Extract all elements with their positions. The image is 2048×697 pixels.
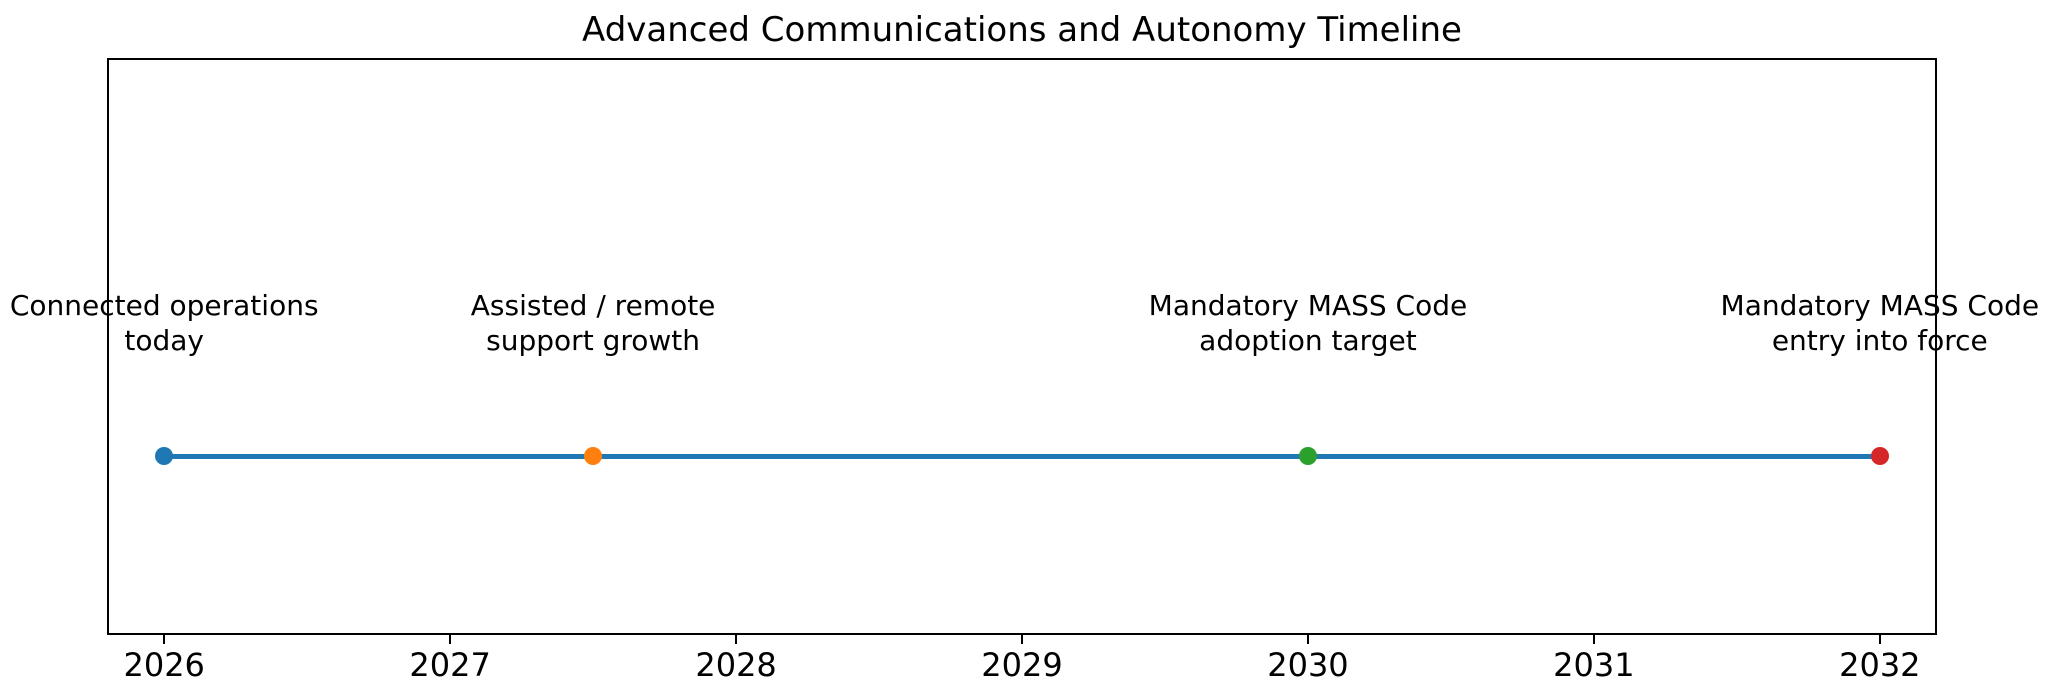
event-label-line: entry into force [1771, 324, 1988, 357]
chart-title: Advanced Communications and Autonomy Tim… [582, 10, 1462, 50]
event-label: Mandatory MASS Code adoption target [1149, 288, 1468, 358]
x-tick-label: 2027 [409, 646, 491, 684]
event-label-line: today [124, 324, 204, 357]
x-tick-mark [735, 635, 738, 644]
x-tick-mark [1306, 635, 1309, 644]
event-label: Assisted / remote support growth [471, 288, 716, 358]
x-tick-mark [1592, 635, 1595, 644]
timeline-point [1298, 447, 1317, 465]
event-label-line: support growth [486, 324, 700, 357]
event-label: Mandatory MASS Code entry into force [1721, 288, 2040, 358]
x-tick-label: 2032 [1839, 646, 1921, 684]
plot-area [107, 58, 1937, 635]
event-label-line: Mandatory MASS Code [1720, 289, 2040, 322]
timeline-point [155, 447, 174, 465]
x-tick-label: 2026 [123, 646, 205, 684]
timeline-line [164, 453, 1880, 459]
timeline-point [584, 447, 603, 465]
x-tick-label: 2030 [1267, 646, 1349, 684]
event-label-line: Mandatory MASS Code [1148, 289, 1468, 322]
timeline-point [1870, 447, 1889, 465]
event-label-line: Connected operations [9, 289, 319, 322]
event-label: Connected operations today [10, 288, 319, 358]
x-tick-mark [449, 635, 452, 644]
event-label-line: Assisted / remote [470, 289, 716, 322]
x-tick-mark [1878, 635, 1881, 644]
x-tick-label: 2031 [1553, 646, 1635, 684]
x-tick-label: 2028 [695, 646, 777, 684]
event-label-line: adoption target [1199, 324, 1417, 357]
x-tick-mark [163, 635, 166, 644]
x-tick-label: 2029 [981, 646, 1063, 684]
x-tick-mark [1021, 635, 1023, 644]
